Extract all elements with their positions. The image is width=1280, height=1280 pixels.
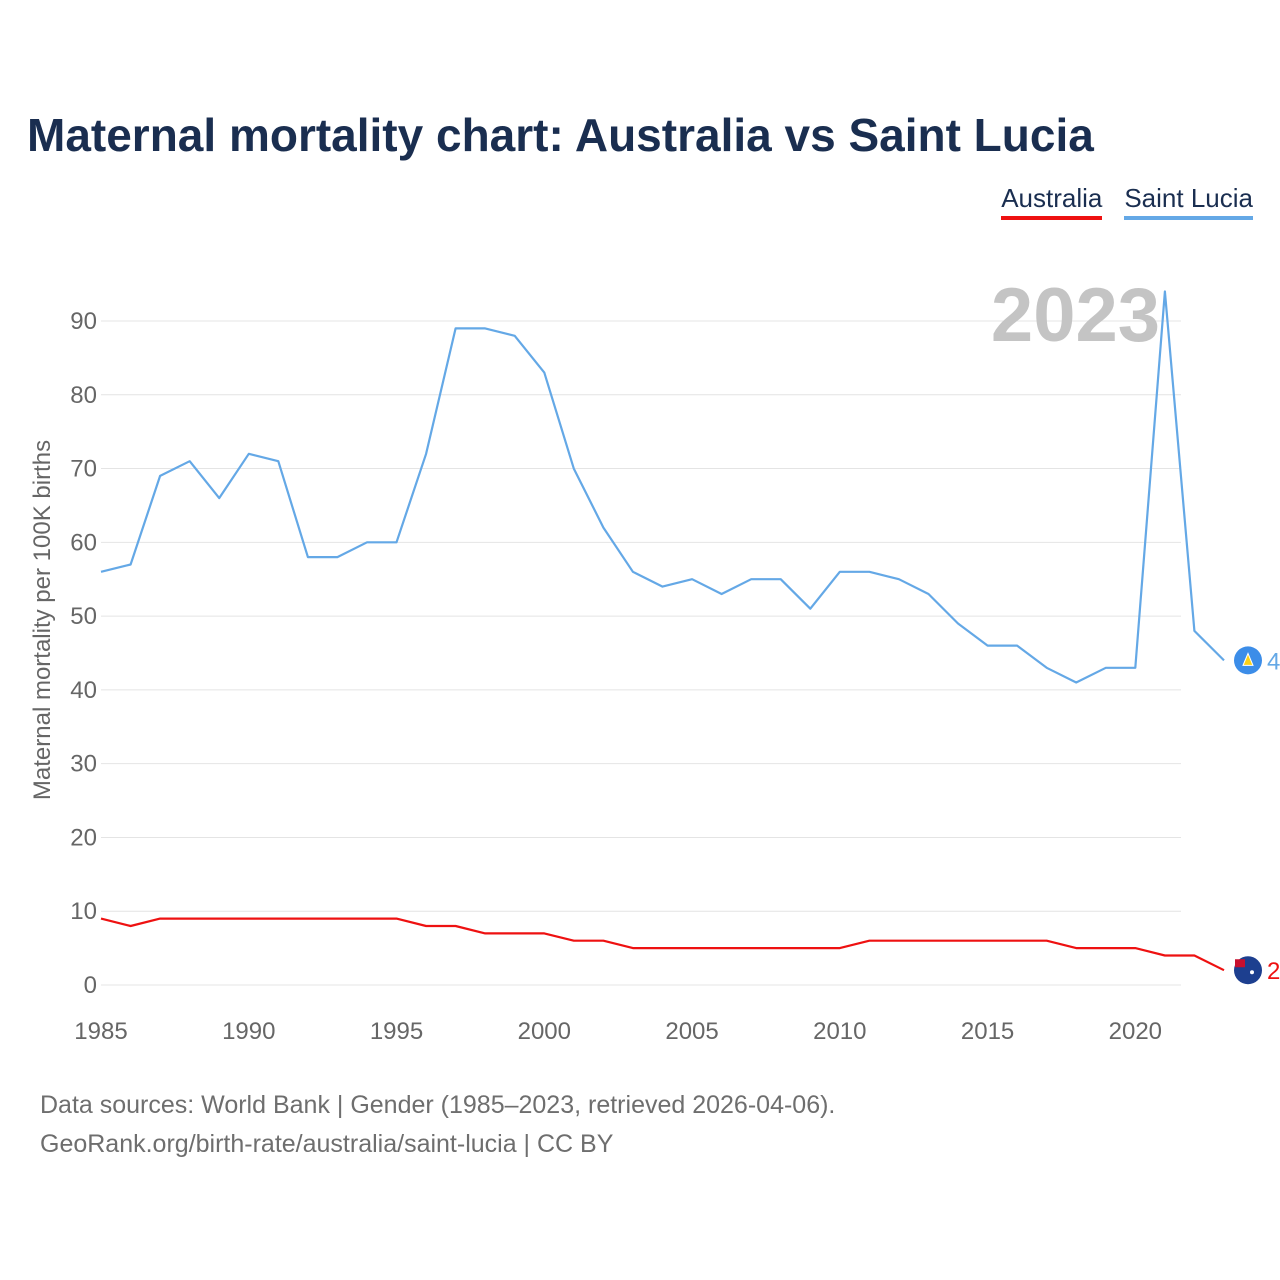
x-tick-label: 2010 [813, 1018, 866, 1045]
x-tick-label: 2005 [665, 1018, 718, 1045]
end-markers: 2 44 [1234, 646, 1280, 985]
x-tick-label: 2000 [518, 1018, 571, 1045]
end-value-label-australia: 2 [1267, 958, 1280, 985]
end-value-label-saint-lucia: 44 [1267, 648, 1280, 675]
series-line-australia [100, 917, 1225, 972]
flag-star-icon [1250, 970, 1254, 975]
x-tick-label: 1990 [222, 1018, 275, 1045]
y-tick-label: 40 [70, 677, 97, 704]
y-axis-title: Maternal mortality per 100K births [29, 440, 56, 800]
legend-item-saint-lucia[interactable]: Saint Lucia [1124, 183, 1253, 220]
x-tick-label: 1995 [370, 1018, 423, 1045]
x-tick-label: 1985 [74, 1018, 127, 1045]
y-tick-label: 80 [70, 382, 97, 409]
y-axis-ticks: 0 10 20 30 40 50 60 70 80 90 [70, 308, 97, 999]
x-tick-label: 2015 [961, 1018, 1014, 1045]
series-lines [100, 290, 1225, 972]
line-chart: 0 10 20 30 40 50 60 70 80 90 1985 1990 1995 2000 2005… [29, 273, 1280, 1045]
y-tick-label: 50 [70, 603, 97, 630]
y-tick-label: 20 [70, 824, 97, 851]
y-tick-label: 90 [70, 308, 97, 335]
series-line-saint-lucia [100, 290, 1225, 684]
legend: Australia Saint Lucia [1001, 183, 1253, 220]
flag-triangle-icon [1242, 652, 1254, 666]
chart-title: Maternal mortality chart: Australia vs S… [27, 109, 1094, 161]
legend-item-australia[interactable]: Australia [1001, 183, 1103, 220]
footer: Data sources: World Bank | Gender (1985–… [40, 1086, 835, 1164]
x-axis-ticks: 1985 1990 1995 2000 2005 2010 2015 2020 [74, 1018, 1162, 1045]
grid-lines [101, 320, 1181, 986]
y-tick-label: 60 [70, 529, 97, 556]
year-watermark: 2023 [991, 273, 1160, 358]
y-tick-label: 70 [70, 456, 97, 483]
source-url: GeoRank.org/birth-rate/australia/saint-l… [40, 1130, 614, 1158]
y-tick-label: 0 [84, 972, 97, 999]
x-tick-label: 2020 [1109, 1018, 1162, 1045]
y-tick-label: 10 [70, 898, 97, 925]
data-source-note: Data sources: World Bank | Gender (1985–… [40, 1091, 836, 1119]
y-tick-label: 30 [70, 751, 97, 778]
flag-union-jack-icon [1235, 959, 1245, 968]
